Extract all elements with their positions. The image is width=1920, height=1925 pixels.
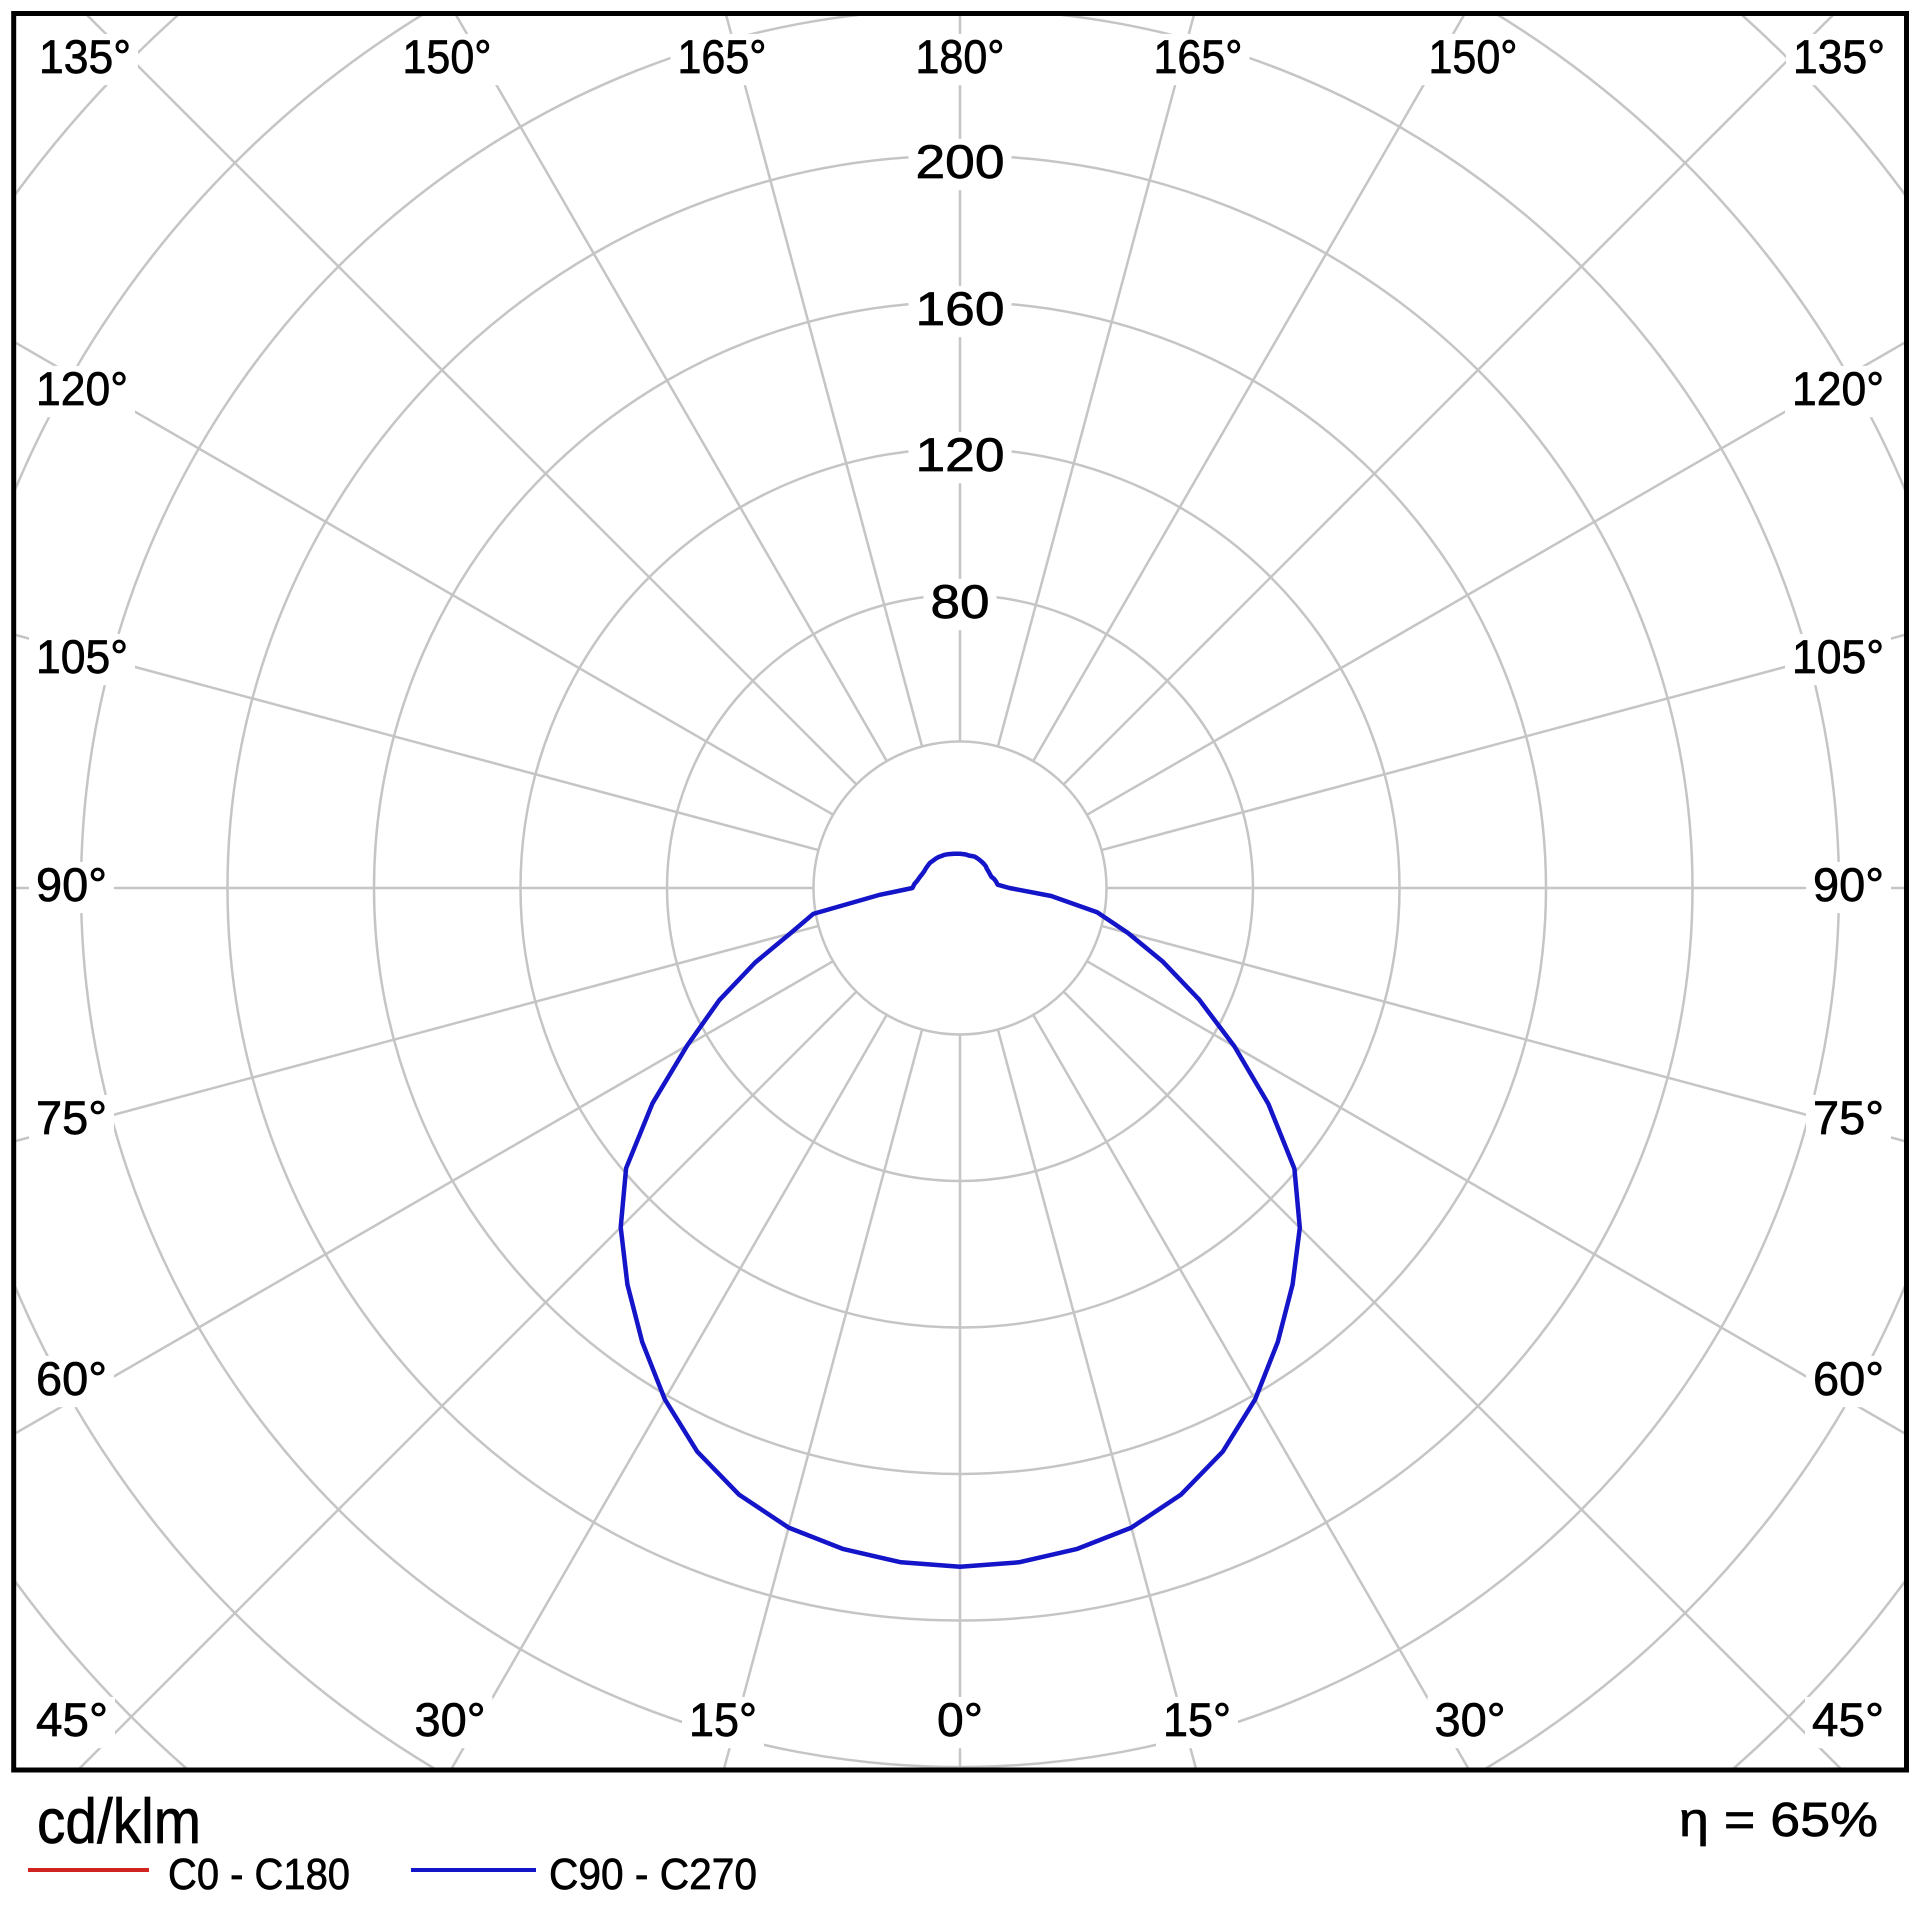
svg-text:150°: 150° bbox=[403, 30, 492, 83]
svg-text:105°: 105° bbox=[36, 630, 128, 683]
svg-text:30°: 30° bbox=[415, 1693, 486, 1746]
svg-text:C90 - C270: C90 - C270 bbox=[549, 1850, 757, 1899]
svg-text:15°: 15° bbox=[689, 1693, 757, 1746]
svg-text:60°: 60° bbox=[36, 1352, 107, 1405]
svg-text:160: 160 bbox=[916, 282, 1005, 335]
svg-text:η = 65%: η = 65% bbox=[1679, 1794, 1878, 1847]
svg-text:135°: 135° bbox=[39, 30, 131, 83]
svg-text:75°: 75° bbox=[36, 1091, 107, 1144]
svg-text:15°: 15° bbox=[1163, 1693, 1231, 1746]
svg-text:120°: 120° bbox=[36, 362, 128, 415]
svg-text:90°: 90° bbox=[1813, 858, 1884, 911]
svg-text:135°: 135° bbox=[1793, 30, 1885, 83]
svg-text:80: 80 bbox=[931, 575, 990, 628]
svg-text:105°: 105° bbox=[1792, 630, 1884, 683]
svg-text:120°: 120° bbox=[1792, 362, 1884, 415]
svg-text:45°: 45° bbox=[36, 1693, 108, 1746]
svg-text:0°: 0° bbox=[937, 1693, 983, 1746]
svg-text:45°: 45° bbox=[1812, 1693, 1884, 1746]
svg-text:165°: 165° bbox=[1154, 30, 1243, 83]
svg-text:75°: 75° bbox=[1813, 1091, 1884, 1144]
svg-text:150°: 150° bbox=[1429, 30, 1518, 83]
svg-text:200: 200 bbox=[916, 135, 1005, 188]
svg-text:60°: 60° bbox=[1813, 1352, 1884, 1405]
svg-text:165°: 165° bbox=[678, 30, 767, 83]
svg-text:180°: 180° bbox=[916, 30, 1005, 83]
svg-text:cd/klm: cd/klm bbox=[37, 1787, 201, 1857]
svg-text:30°: 30° bbox=[1435, 1693, 1506, 1746]
svg-text:120: 120 bbox=[916, 428, 1005, 481]
svg-text:90°: 90° bbox=[36, 858, 107, 911]
svg-text:C0 - C180: C0 - C180 bbox=[168, 1850, 350, 1899]
